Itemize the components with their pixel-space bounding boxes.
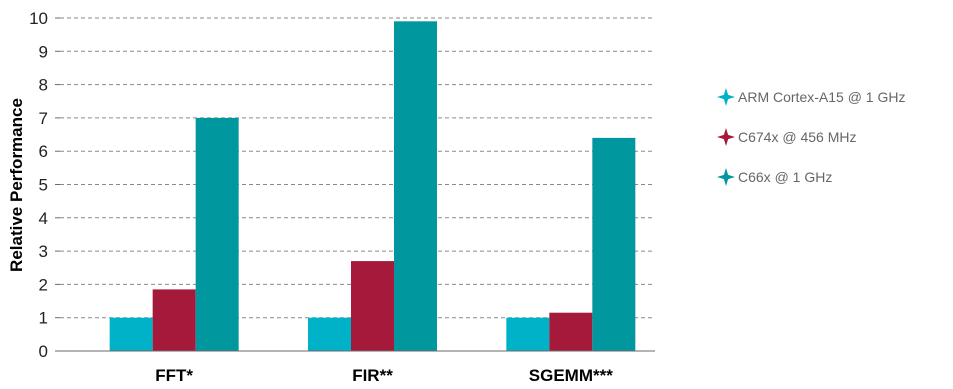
- bar-fir-series-2: [351, 261, 394, 351]
- bar-sgemm-series-1: [506, 317, 550, 351]
- bar-sgemm-series-3: [592, 137, 636, 351]
- x-category-label: SGEMM***: [529, 366, 613, 385]
- y-tick-label: 8: [39, 76, 48, 95]
- legend-star-icon: [717, 168, 735, 186]
- legend-star-icon: [717, 88, 735, 106]
- x-category-label: FFT*: [155, 366, 193, 385]
- y-tick-label: 3: [39, 242, 48, 261]
- bar-fir-series-3: [394, 21, 437, 352]
- bar-fft-series-1: [109, 317, 153, 351]
- bar-fft-series-3: [195, 117, 239, 352]
- y-tick-label: 7: [39, 109, 48, 128]
- y-axis-title: Relative Performance: [7, 98, 26, 272]
- x-category-label: FIR**: [352, 366, 393, 385]
- y-tick-label: 0: [39, 342, 48, 361]
- y-tick-label: 4: [39, 209, 48, 228]
- bar-sgemm-series-2: [549, 312, 593, 351]
- legend-label: ARM Cortex-A15 @ 1 GHz: [738, 89, 905, 105]
- legend: ARM Cortex-A15 @ 1 GHz C674x @ 456 MHz C66…: [717, 88, 905, 186]
- legend-label: C674x @ 456 MHz: [738, 129, 856, 145]
- y-tick-label: 9: [39, 42, 48, 61]
- legend-label: C66x @ 1 GHz: [738, 169, 832, 185]
- y-tick-label: 5: [39, 176, 48, 195]
- bar-fft-series-2: [152, 289, 196, 351]
- bar-fir-series-1: [308, 317, 351, 351]
- axes: 0 1 2 3 4 5 6 7 8 9 10 FFT* FIR** SGEMM***: [29, 9, 655, 385]
- bars: [109, 21, 636, 352]
- y-tick-label: 6: [39, 142, 48, 161]
- y-tick-label: 2: [39, 275, 48, 294]
- y-tick-label: 1: [39, 309, 48, 328]
- legend-star-icon: [717, 128, 735, 146]
- y-tick-label: 10: [29, 9, 48, 28]
